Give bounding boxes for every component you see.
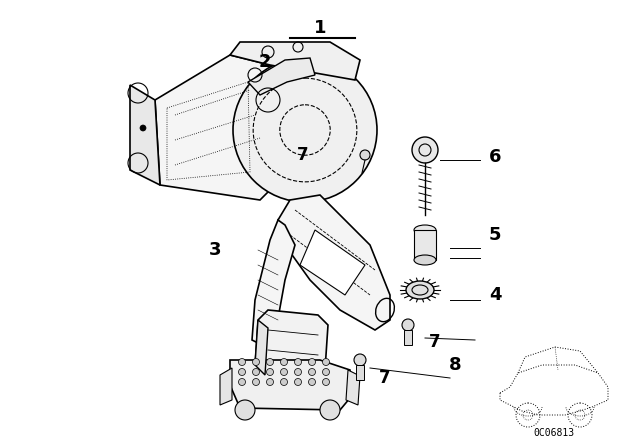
Text: 7: 7 bbox=[429, 333, 441, 351]
Circle shape bbox=[235, 400, 255, 420]
Polygon shape bbox=[248, 58, 315, 95]
Circle shape bbox=[320, 400, 340, 420]
Text: 5: 5 bbox=[489, 226, 501, 244]
Circle shape bbox=[266, 358, 273, 366]
Circle shape bbox=[253, 369, 259, 375]
Text: 1: 1 bbox=[314, 19, 326, 37]
Circle shape bbox=[253, 379, 259, 385]
Polygon shape bbox=[230, 42, 360, 80]
Circle shape bbox=[294, 369, 301, 375]
Polygon shape bbox=[155, 55, 285, 200]
Circle shape bbox=[412, 137, 438, 163]
Ellipse shape bbox=[414, 255, 436, 265]
Circle shape bbox=[308, 369, 316, 375]
Text: 7: 7 bbox=[297, 146, 309, 164]
Text: 0C06813: 0C06813 bbox=[533, 428, 575, 438]
Text: 6: 6 bbox=[489, 148, 501, 166]
Circle shape bbox=[323, 369, 330, 375]
Text: 7: 7 bbox=[379, 369, 391, 387]
Circle shape bbox=[266, 379, 273, 385]
Text: 3: 3 bbox=[209, 241, 221, 259]
Circle shape bbox=[294, 379, 301, 385]
Circle shape bbox=[266, 369, 273, 375]
Circle shape bbox=[354, 354, 366, 366]
Polygon shape bbox=[346, 370, 360, 405]
Polygon shape bbox=[230, 360, 350, 410]
Circle shape bbox=[239, 358, 246, 366]
Circle shape bbox=[253, 358, 259, 366]
Polygon shape bbox=[130, 85, 160, 185]
Polygon shape bbox=[255, 310, 328, 380]
Circle shape bbox=[280, 369, 287, 375]
Circle shape bbox=[402, 319, 414, 331]
Text: 8: 8 bbox=[449, 356, 461, 374]
Circle shape bbox=[308, 379, 316, 385]
Polygon shape bbox=[414, 230, 436, 260]
Text: 4: 4 bbox=[489, 286, 501, 304]
Circle shape bbox=[294, 358, 301, 366]
Circle shape bbox=[280, 358, 287, 366]
Polygon shape bbox=[278, 195, 390, 330]
Circle shape bbox=[323, 358, 330, 366]
Circle shape bbox=[140, 125, 146, 131]
Ellipse shape bbox=[406, 281, 434, 299]
Polygon shape bbox=[220, 368, 232, 405]
Circle shape bbox=[360, 150, 370, 160]
Circle shape bbox=[323, 379, 330, 385]
Text: 2: 2 bbox=[259, 53, 271, 71]
Polygon shape bbox=[356, 365, 364, 380]
Polygon shape bbox=[300, 230, 365, 295]
Polygon shape bbox=[255, 320, 268, 375]
Polygon shape bbox=[404, 330, 412, 345]
Circle shape bbox=[239, 379, 246, 385]
Circle shape bbox=[233, 58, 377, 202]
Circle shape bbox=[239, 369, 246, 375]
Polygon shape bbox=[252, 220, 295, 345]
Ellipse shape bbox=[414, 225, 436, 235]
Circle shape bbox=[280, 379, 287, 385]
Circle shape bbox=[308, 358, 316, 366]
